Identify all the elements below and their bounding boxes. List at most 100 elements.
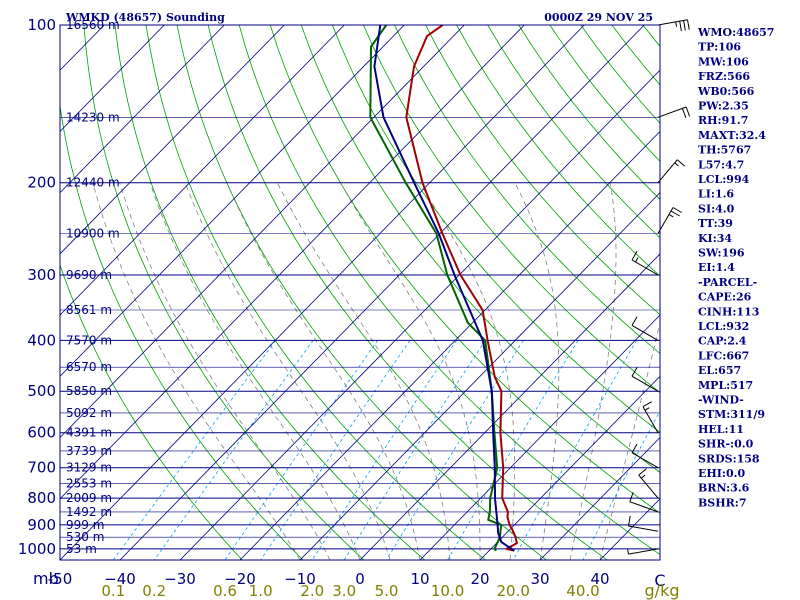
wind-barb: [657, 159, 686, 184]
dry-adiabat-line: [363, 25, 660, 394]
mixing-ratio-tick-label: 5.0: [375, 582, 399, 600]
mixing-ratio-tick-label: 20.0: [496, 582, 529, 600]
wind-barb: [629, 492, 659, 513]
pressure-tick-label: 700: [27, 459, 56, 477]
dry-adiabat-line: [207, 25, 608, 560]
isotherm-line: [539, 436, 660, 560]
height-label: 2009 m: [66, 491, 112, 505]
temperature-tick-label: 30: [530, 570, 549, 588]
index-label: STM:311/9: [698, 408, 765, 421]
height-label: 4391 m: [66, 426, 112, 440]
isotherm-line: [359, 253, 660, 560]
index-label: LCL:994: [698, 173, 750, 186]
height-label: 3129 m: [66, 461, 112, 475]
pressure-tick-label: 500: [27, 382, 56, 400]
pressure-labels: 100 200 300 400 500 600 700 800 900 1000: [18, 16, 56, 558]
wind-barb: [657, 207, 682, 234]
pressure-axis-label: mb: [33, 569, 59, 588]
mixing-ratio-line: [153, 340, 314, 560]
index-label: KI:34: [698, 232, 732, 245]
pressure-tick-label: 400: [27, 331, 56, 349]
height-label: 5092 m: [66, 406, 112, 420]
index-label: HEL:11: [698, 423, 744, 436]
mixing-ratio-line: [512, 340, 637, 560]
index-label: CINH:113: [698, 305, 759, 318]
isotherm-line: [60, 25, 225, 194]
mixing-ratio-tick-label: 0.6: [213, 582, 237, 600]
dry-adiabat-line: [269, 25, 660, 514]
height-label: 10900 m: [66, 227, 120, 241]
height-label: 999 m: [66, 518, 104, 532]
index-label: MAXT:32.4: [698, 129, 766, 142]
index-label: -PARCEL-: [698, 276, 757, 289]
height-label: 53 m: [66, 542, 97, 556]
index-label: LI:1.6: [698, 188, 734, 201]
mixing-ratio-tick-label: 3.0: [332, 582, 356, 600]
pressure-tick-label: 800: [27, 489, 56, 507]
moist-adiabat-line: [184, 182, 391, 560]
plot-frame: [59, 24, 661, 561]
background-lines: [60, 25, 660, 560]
index-label: EI:1.4: [698, 261, 735, 274]
height-label: 5850 m: [66, 384, 112, 398]
isotherm-line: [419, 314, 660, 560]
index-label: FRZ:566: [698, 70, 750, 83]
dry-adiabat-line: [114, 25, 425, 560]
pressure-tick-label: 1000: [18, 540, 56, 558]
moist-adiabat-line: [277, 182, 451, 560]
moist-adiabat-line: [599, 321, 660, 560]
pressure-tick-label: 200: [27, 174, 56, 192]
isotherm-line: [479, 375, 660, 560]
index-label: TH:5767: [698, 144, 751, 157]
pressure-tick-label: 100: [27, 16, 56, 34]
height-label: 1492 m: [66, 505, 112, 519]
mixing-ratio-line: [112, 340, 277, 560]
index-label: MW:106: [698, 55, 749, 68]
moist-adiabat-line: [92, 182, 301, 560]
dry-adiabat-line: [60, 102, 304, 560]
temperature-tick-label: 20: [470, 570, 489, 588]
wind-barb: [627, 548, 659, 555]
height-label: 12440 m: [66, 176, 120, 190]
dry-adiabat-line: [176, 25, 547, 560]
mixing-ratio-tick-label: 0.1: [101, 582, 125, 600]
index-label: LFC:667: [698, 349, 749, 362]
moist-adiabat-line: [514, 182, 560, 560]
height-label: 6570 m: [66, 360, 112, 374]
height-label: 3739 m: [66, 444, 112, 458]
isotherm-line: [60, 25, 345, 316]
profile-traces: [369, 25, 518, 552]
height-label: 530 m: [66, 530, 104, 544]
pressure-tick-label: 900: [27, 516, 56, 534]
index-label: WMO:48657: [697, 26, 774, 39]
wind-barb: [638, 468, 659, 499]
isotherm-line: [119, 25, 645, 560]
isotherm-line: [239, 130, 660, 560]
moist-adiabat-line: [419, 182, 516, 560]
height-label: 2553 m: [66, 476, 112, 490]
wind-barb: [657, 19, 690, 32]
index-label: MPL:517: [698, 379, 753, 392]
pressure-tick-label: 300: [27, 266, 56, 284]
temperature-tick-label: 0: [355, 570, 365, 588]
index-label: BSHR:7: [698, 496, 747, 509]
index-label: TT:39: [698, 217, 733, 230]
isotherm-line: [299, 192, 660, 560]
height-label: 7570 m: [66, 333, 112, 347]
index-label: -WIND-: [698, 394, 744, 407]
wind-barb: [628, 516, 659, 532]
index-label: LCL:932: [698, 320, 749, 333]
moist-adiabat-line: [226, 182, 421, 560]
temperature-tick-label: -50: [48, 570, 73, 588]
temperature-tick-label: 40: [590, 570, 609, 588]
moist-adiabat-line: [119, 182, 331, 560]
dry-adiabat-line: [332, 25, 660, 433]
index-label: BRN:3.6: [698, 482, 750, 495]
index-label: SHR-:0.0: [698, 438, 754, 451]
moist-adiabat-line: [340, 182, 481, 560]
dry-adiabat-line: [394, 25, 660, 355]
parcel-trace: [373, 25, 515, 552]
mixing-ratio-tick-label: 10.0: [431, 582, 464, 600]
